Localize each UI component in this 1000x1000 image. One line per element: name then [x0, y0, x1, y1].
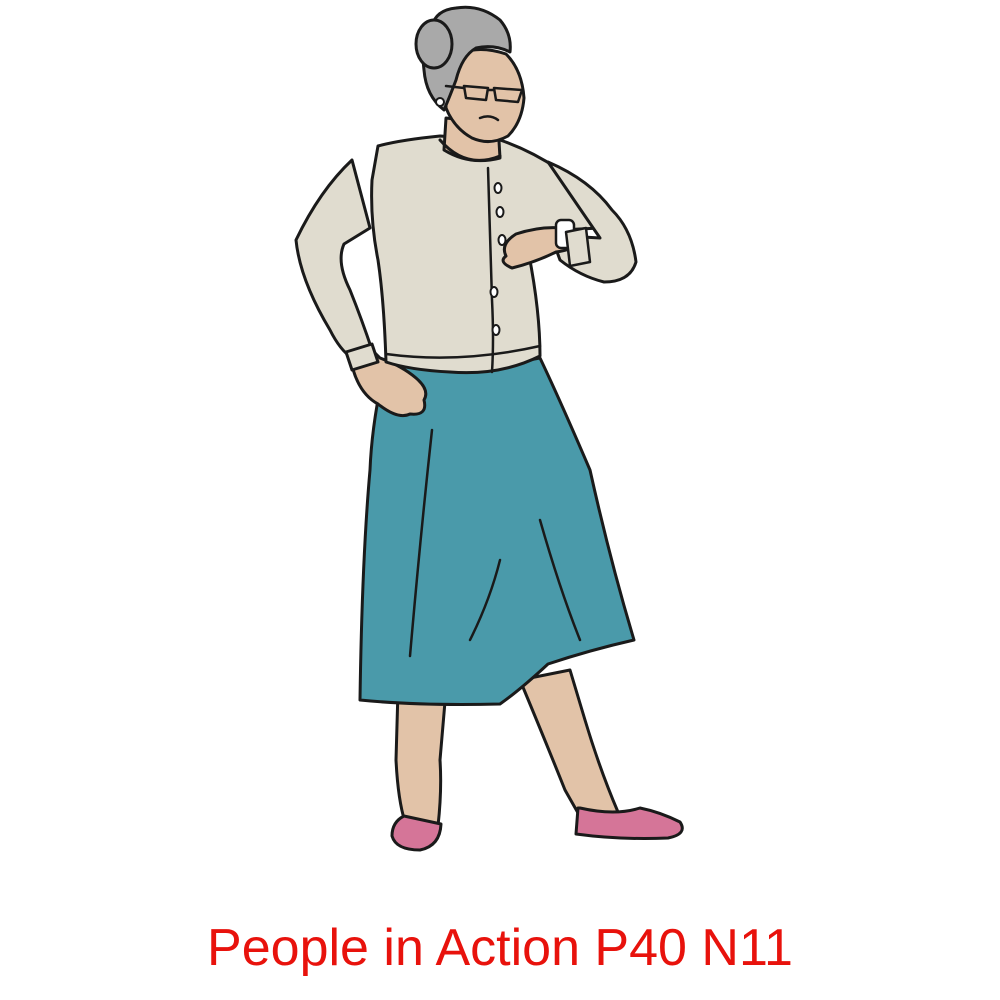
collar [438, 138, 502, 162]
shoes [390, 806, 684, 852]
face [444, 48, 526, 143]
woman-figure [294, 5, 684, 852]
illustration [294, 5, 684, 852]
glasses-icon [444, 84, 524, 104]
skirt-folds [408, 428, 582, 658]
skirt [358, 356, 636, 706]
earring [435, 97, 445, 107]
right-cuff [564, 226, 592, 268]
right-shoe [574, 806, 684, 840]
left-cuff [344, 342, 380, 372]
left-hand [348, 348, 428, 418]
cardigan-buttons [489, 182, 507, 336]
left-shoe [390, 814, 443, 852]
mouth [478, 115, 500, 122]
cardigan-hem [384, 344, 542, 359]
caption-label: People in Action P40 N11 [207, 919, 793, 977]
hair-bun [414, 18, 454, 70]
cardigan [370, 134, 602, 375]
left-arm-sleeve [294, 158, 374, 360]
